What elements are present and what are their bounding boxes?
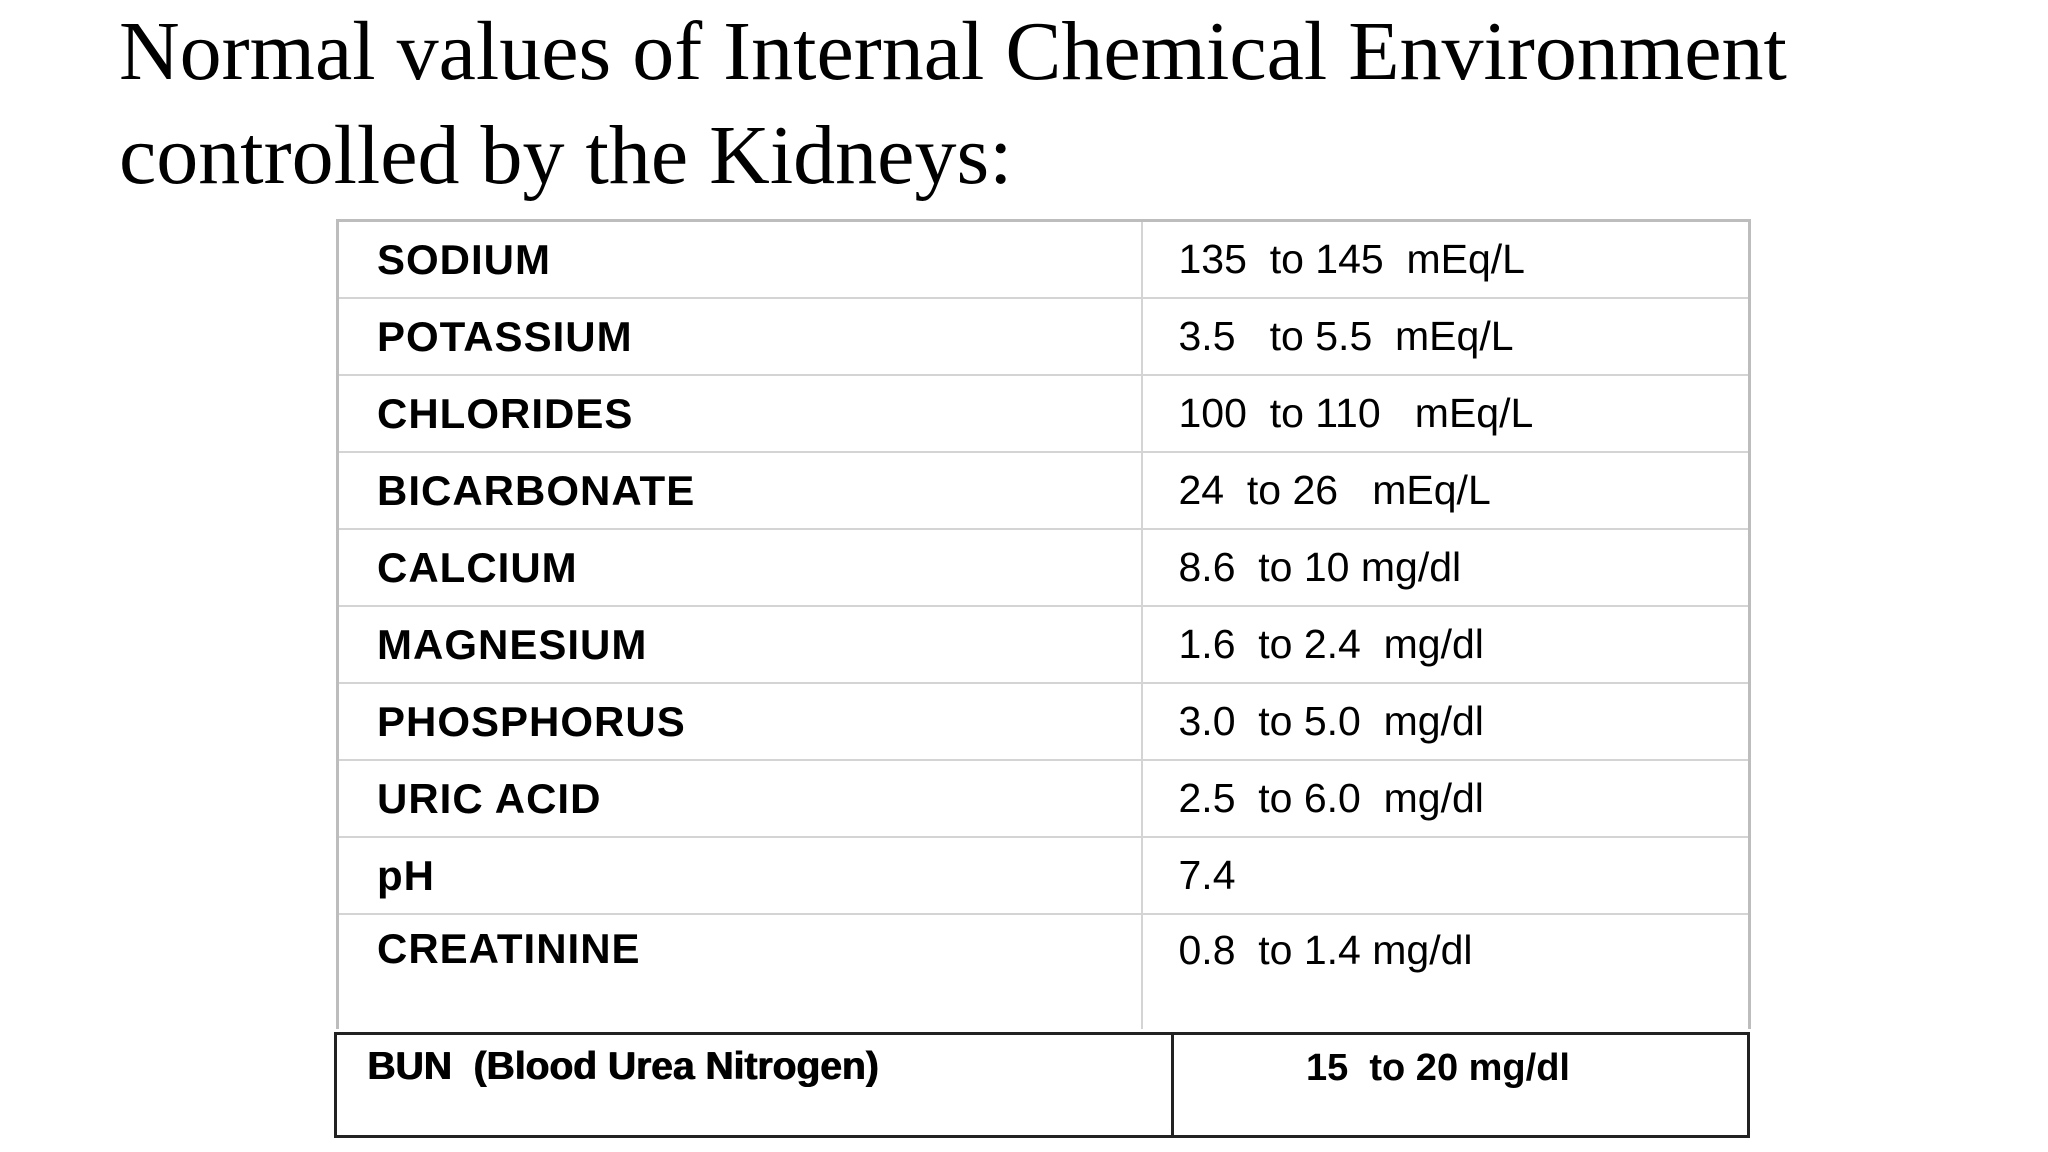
bun-name: BUN (Blood Urea Nitrogen) xyxy=(334,1032,1174,1138)
slide-title-line-1: Normal values of Internal Chemical Envir… xyxy=(119,5,1787,98)
parameter-value: 100 to 110 mEq/L xyxy=(1140,374,1751,453)
table-row: URIC ACID 2.5 to 6.0 mg/dl xyxy=(336,759,1751,838)
table-row: BICARBONATE 24 to 26 mEq/L xyxy=(336,451,1751,530)
table-row: PHOSPHORUS 3.0 to 5.0 mg/dl xyxy=(336,682,1751,761)
parameter-value: 1.6 to 2.4 mg/dl xyxy=(1140,605,1751,684)
slide-title-line-2: controlled by the Kidneys: xyxy=(119,109,1013,202)
normal-values-table: SODIUM 135 to 145 mEq/L POTASSIUM 3.5 to… xyxy=(336,219,1751,1029)
parameter-value: 135 to 145 mEq/L xyxy=(1140,219,1751,299)
bun-value: 15 to 20 mg/dl xyxy=(1171,1032,1750,1138)
parameter-value: 7.4 xyxy=(1140,836,1751,915)
parameter-value: 3.5 to 5.5 mEq/L xyxy=(1140,297,1751,376)
bun-table: BUN (Blood Urea Nitrogen) 15 to 20 mg/dl xyxy=(334,1032,1750,1138)
table-row: pH 7.4 xyxy=(336,836,1751,915)
parameter-name: PHOSPHORUS xyxy=(336,682,1143,761)
table-row: CREATININE 0.8 to 1.4 mg/dl xyxy=(336,913,1751,1029)
table-row: SODIUM 135 to 145 mEq/L xyxy=(336,219,1751,299)
parameter-name: BICARBONATE xyxy=(336,451,1143,530)
slide-title: Normal values of Internal Chemical Envir… xyxy=(119,0,1999,208)
table-row: POTASSIUM 3.5 to 5.5 mEq/L xyxy=(336,297,1751,376)
parameter-value: 2.5 to 6.0 mg/dl xyxy=(1140,759,1751,838)
parameter-name: SODIUM xyxy=(336,219,1143,299)
parameter-name: CREATININE xyxy=(336,913,1143,1029)
parameter-value: 8.6 to 10 mg/dl xyxy=(1140,528,1751,607)
parameter-value: 24 to 26 mEq/L xyxy=(1140,451,1751,530)
parameter-name: POTASSIUM xyxy=(336,297,1143,376)
parameter-value: 0.8 to 1.4 mg/dl xyxy=(1140,913,1751,1029)
table-row: MAGNESIUM 1.6 to 2.4 mg/dl xyxy=(336,605,1751,684)
table-row: CHLORIDES 100 to 110 mEq/L xyxy=(336,374,1751,453)
parameter-name: pH xyxy=(336,836,1143,915)
parameter-value: 3.0 to 5.0 mg/dl xyxy=(1140,682,1751,761)
table-row: BUN (Blood Urea Nitrogen) 15 to 20 mg/dl xyxy=(334,1032,1750,1138)
parameter-name: URIC ACID xyxy=(336,759,1143,838)
table-row: CALCIUM 8.6 to 10 mg/dl xyxy=(336,528,1751,607)
parameter-name: MAGNESIUM xyxy=(336,605,1143,684)
parameter-name: CALCIUM xyxy=(336,528,1143,607)
parameter-name: CHLORIDES xyxy=(336,374,1143,453)
